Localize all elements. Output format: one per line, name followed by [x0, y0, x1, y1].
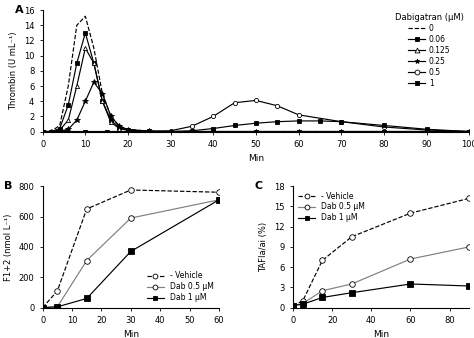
Legend: - Vehicle, Dab 0.5 μM, Dab 1 μM: - Vehicle, Dab 0.5 μM, Dab 1 μM [145, 270, 215, 304]
Legend: 0, 0.06, 0.125, 0.25, 0.5, 1: 0, 0.06, 0.125, 0.25, 0.5, 1 [393, 11, 465, 89]
Y-axis label: F1+2 (nmol L⁻¹): F1+2 (nmol L⁻¹) [4, 213, 13, 281]
Text: B: B [4, 181, 12, 191]
Legend: - Vehicle, Dab 0.5 μM, Dab 1 μM: - Vehicle, Dab 0.5 μM, Dab 1 μM [297, 190, 367, 224]
X-axis label: Min: Min [248, 154, 264, 164]
Text: C: C [254, 181, 262, 191]
Y-axis label: TAFIa/ai (%): TAFIa/ai (%) [259, 222, 268, 272]
Text: A: A [15, 5, 24, 15]
X-axis label: Min: Min [123, 331, 139, 338]
Y-axis label: Thrombin (U mL⁻¹): Thrombin (U mL⁻¹) [9, 31, 18, 110]
X-axis label: Min: Min [373, 331, 389, 338]
